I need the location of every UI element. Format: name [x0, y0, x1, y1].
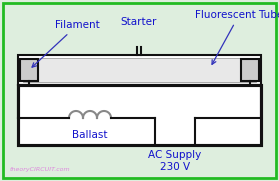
- Bar: [20, 59, 38, 81]
- Text: Fluorescent Tube: Fluorescent Tube: [195, 10, 279, 64]
- Text: Starter: Starter: [121, 17, 157, 27]
- Bar: [18, 85, 261, 145]
- Bar: [23, 58, 256, 82]
- Text: Ballast: Ballast: [72, 130, 108, 140]
- Text: Filament: Filament: [32, 20, 100, 67]
- Bar: [18, 55, 261, 85]
- Text: theoryCIRCUIT.com: theoryCIRCUIT.com: [10, 167, 71, 172]
- Bar: [241, 59, 259, 81]
- Text: AC Supply
230 V: AC Supply 230 V: [148, 150, 202, 172]
